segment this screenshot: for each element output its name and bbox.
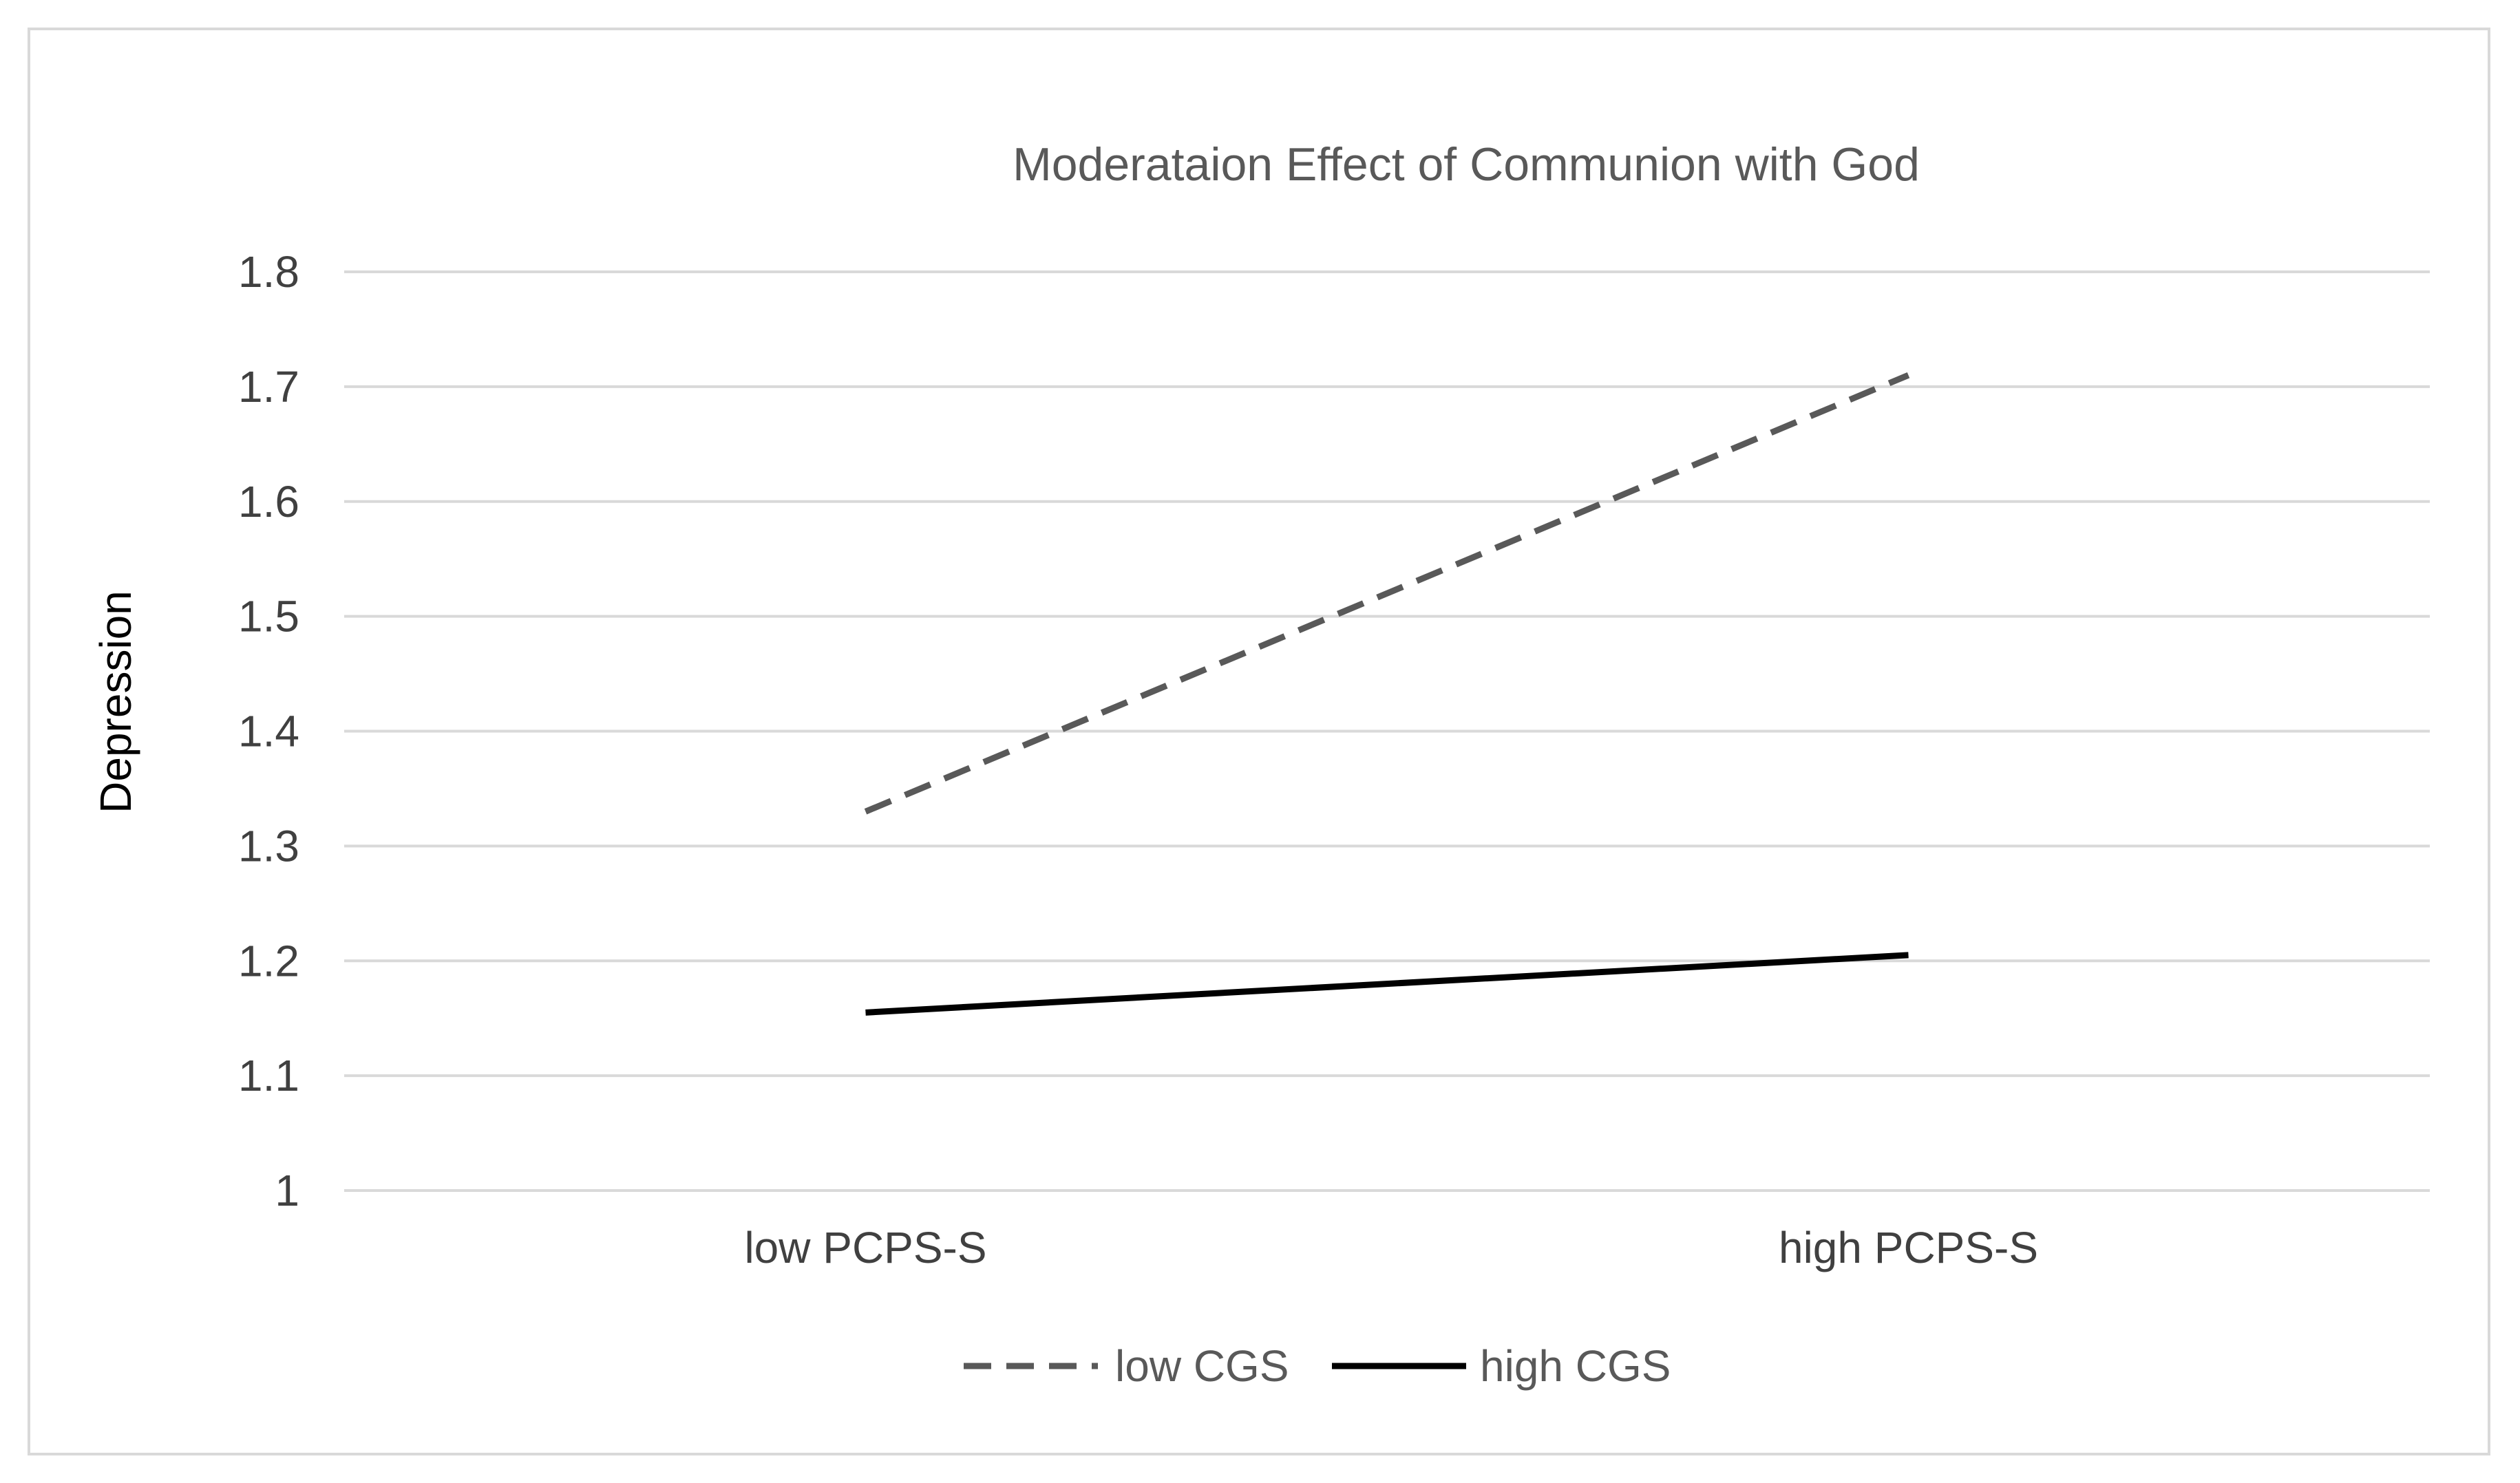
x-tick-label: high PCPS-S bbox=[1779, 1223, 2038, 1272]
y-tick-label: 1 bbox=[275, 1166, 299, 1215]
legend-label-high-cgs: high CGS bbox=[1480, 1341, 1671, 1391]
y-tick-label: 1.7 bbox=[238, 362, 299, 412]
x-tick-label: low PCPS-S bbox=[744, 1223, 986, 1272]
series-lines bbox=[864, 372, 1910, 1016]
legend-label-low-cgs: low CGS bbox=[1115, 1341, 1289, 1391]
series-line-low-cgs bbox=[864, 372, 1910, 815]
legend: low CGS high CGS bbox=[964, 1341, 1671, 1391]
chart-frame bbox=[28, 28, 2490, 1455]
x-tick-labels: low PCPS-S high PCPS-S bbox=[744, 1223, 2038, 1272]
y-tick-label: 1.4 bbox=[238, 707, 299, 756]
series-line-high-cgs bbox=[865, 952, 1909, 1016]
y-tick-label: 1.8 bbox=[238, 247, 299, 297]
y-tick-label: 1.2 bbox=[238, 936, 299, 985]
y-axis-label: Depression bbox=[91, 590, 140, 813]
gridlines bbox=[344, 270, 2430, 1192]
y-tick-label: 1.5 bbox=[238, 592, 299, 641]
chart-title: Moderataion Effect of Communion with God bbox=[1013, 138, 1920, 191]
y-tick-labels: 1 1.1 1.2 1.3 1.4 1.5 1.6 1.7 1.8 bbox=[238, 247, 299, 1215]
y-tick-label: 1.1 bbox=[238, 1051, 299, 1100]
y-tick-label: 1.3 bbox=[238, 821, 299, 871]
y-tick-label: 1.6 bbox=[238, 477, 299, 526]
